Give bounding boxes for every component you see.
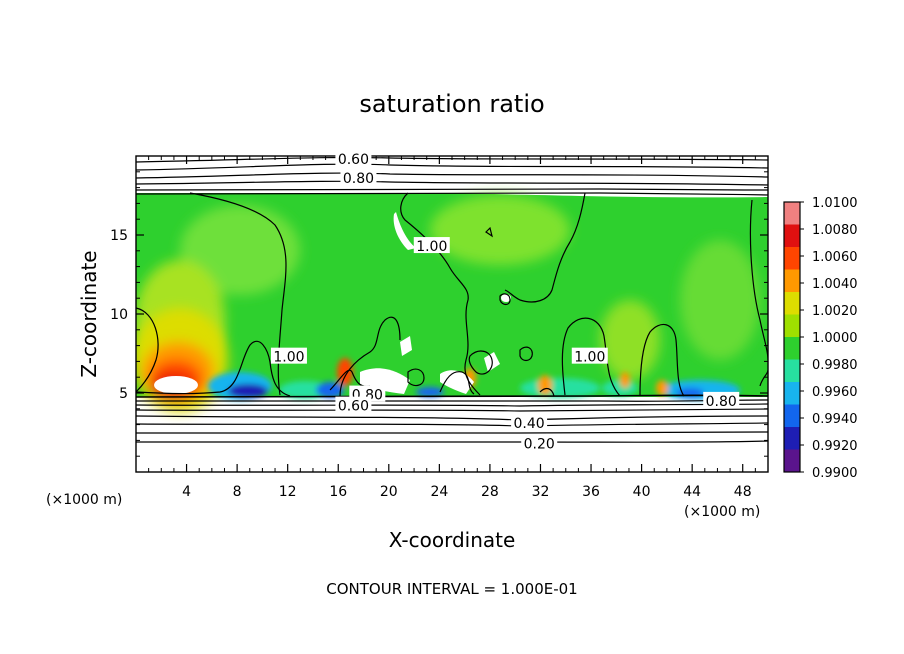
colorbar-label: 0.9960 [812,385,858,400]
colorbar-label: 1.0020 [812,304,858,319]
colorbar-label: 1.0080 [812,223,858,238]
x-tick-label: 16 [329,484,347,500]
contour-label-bg [511,414,548,431]
colorbar-label: 0.9980 [812,358,858,373]
contour-label-bg [521,434,558,451]
contour-label: 0.80 [706,394,737,410]
contour-labels: 0.600.801.001.00 1.000.800.60 0.800.400.20 [270,150,740,453]
colorbar: 1.0100 1.0080 1.0060 1.0040 1.0020 1.0000 0.99… [783,196,858,481]
colorbar-label: 1.0100 [812,196,858,211]
contour-label-bg [571,347,608,364]
x-tick-label: 24 [430,484,448,500]
contour-label-bg [340,169,377,186]
colorbar-swatch [784,382,800,405]
contour-label: 0.80 [343,171,374,187]
colorbar-label: 1.0060 [812,250,858,265]
z-unit-label: (×1000 m) [46,492,122,508]
x-tick-label: 4 [182,484,191,500]
y-axis-label: Z-coordinate [77,250,101,377]
contour-interval-note: CONTOUR INTERVAL = 1.000E-01 [326,580,577,598]
contour-label: 0.40 [514,416,545,432]
colorbar-swatch [784,224,800,248]
contour-label-bg [335,150,372,167]
colorbar-label: 1.0000 [812,331,858,346]
colorbar-swatch [784,337,800,360]
contour-label: 0.60 [338,152,369,168]
colorbar-swatch [784,269,800,293]
y-tick-label: 15 [110,228,128,244]
colorbar-swatch [784,247,800,270]
contour-label-bg [270,347,307,364]
y-tick-label: 5 [119,386,128,402]
x-unit-label: (×1000 m) [684,504,760,520]
x-tick-label: 48 [734,484,752,500]
x-tick-label: 40 [633,484,651,500]
colorbar-swatch [784,449,800,473]
colorbar-swatch [784,292,800,315]
contour-label: 0.60 [338,399,369,415]
contour-label: 1.00 [574,350,605,366]
colorbar-swatch [784,404,800,428]
colorbar-swatch [784,314,800,338]
x-tick-label: 44 [683,484,701,500]
contour-label-bg [413,237,450,254]
colorbar-label: 1.0040 [812,277,858,292]
colorbar-swatch [784,359,800,383]
colorbar-label: 0.9900 [812,466,858,481]
x-axis-label: X-coordinate [389,528,516,552]
x-tick-label: 20 [380,484,398,500]
x-tick-label: 36 [582,484,600,500]
x-tick-label: 12 [279,484,297,500]
heatmap-field [136,192,768,412]
contour-label: 0.20 [524,437,555,453]
contour-label-bg [335,396,372,413]
colorbar-swatch [784,202,800,225]
contour-lines [136,156,768,443]
contour-label-bg [703,391,740,408]
colorbar-label: 0.9940 [812,412,858,427]
y-tick-label: 10 [110,307,128,323]
chart-title: saturation ratio [359,90,544,118]
contour-label: 1.00 [416,239,447,255]
x-tick-label: 32 [532,484,550,500]
colorbar-swatch [784,427,800,450]
colorbar-label: 0.9920 [812,439,858,454]
contour-label: 1.00 [273,350,304,366]
clear-patch [154,376,198,394]
x-tick-label: 8 [233,484,242,500]
x-tick-label: 28 [481,484,499,500]
